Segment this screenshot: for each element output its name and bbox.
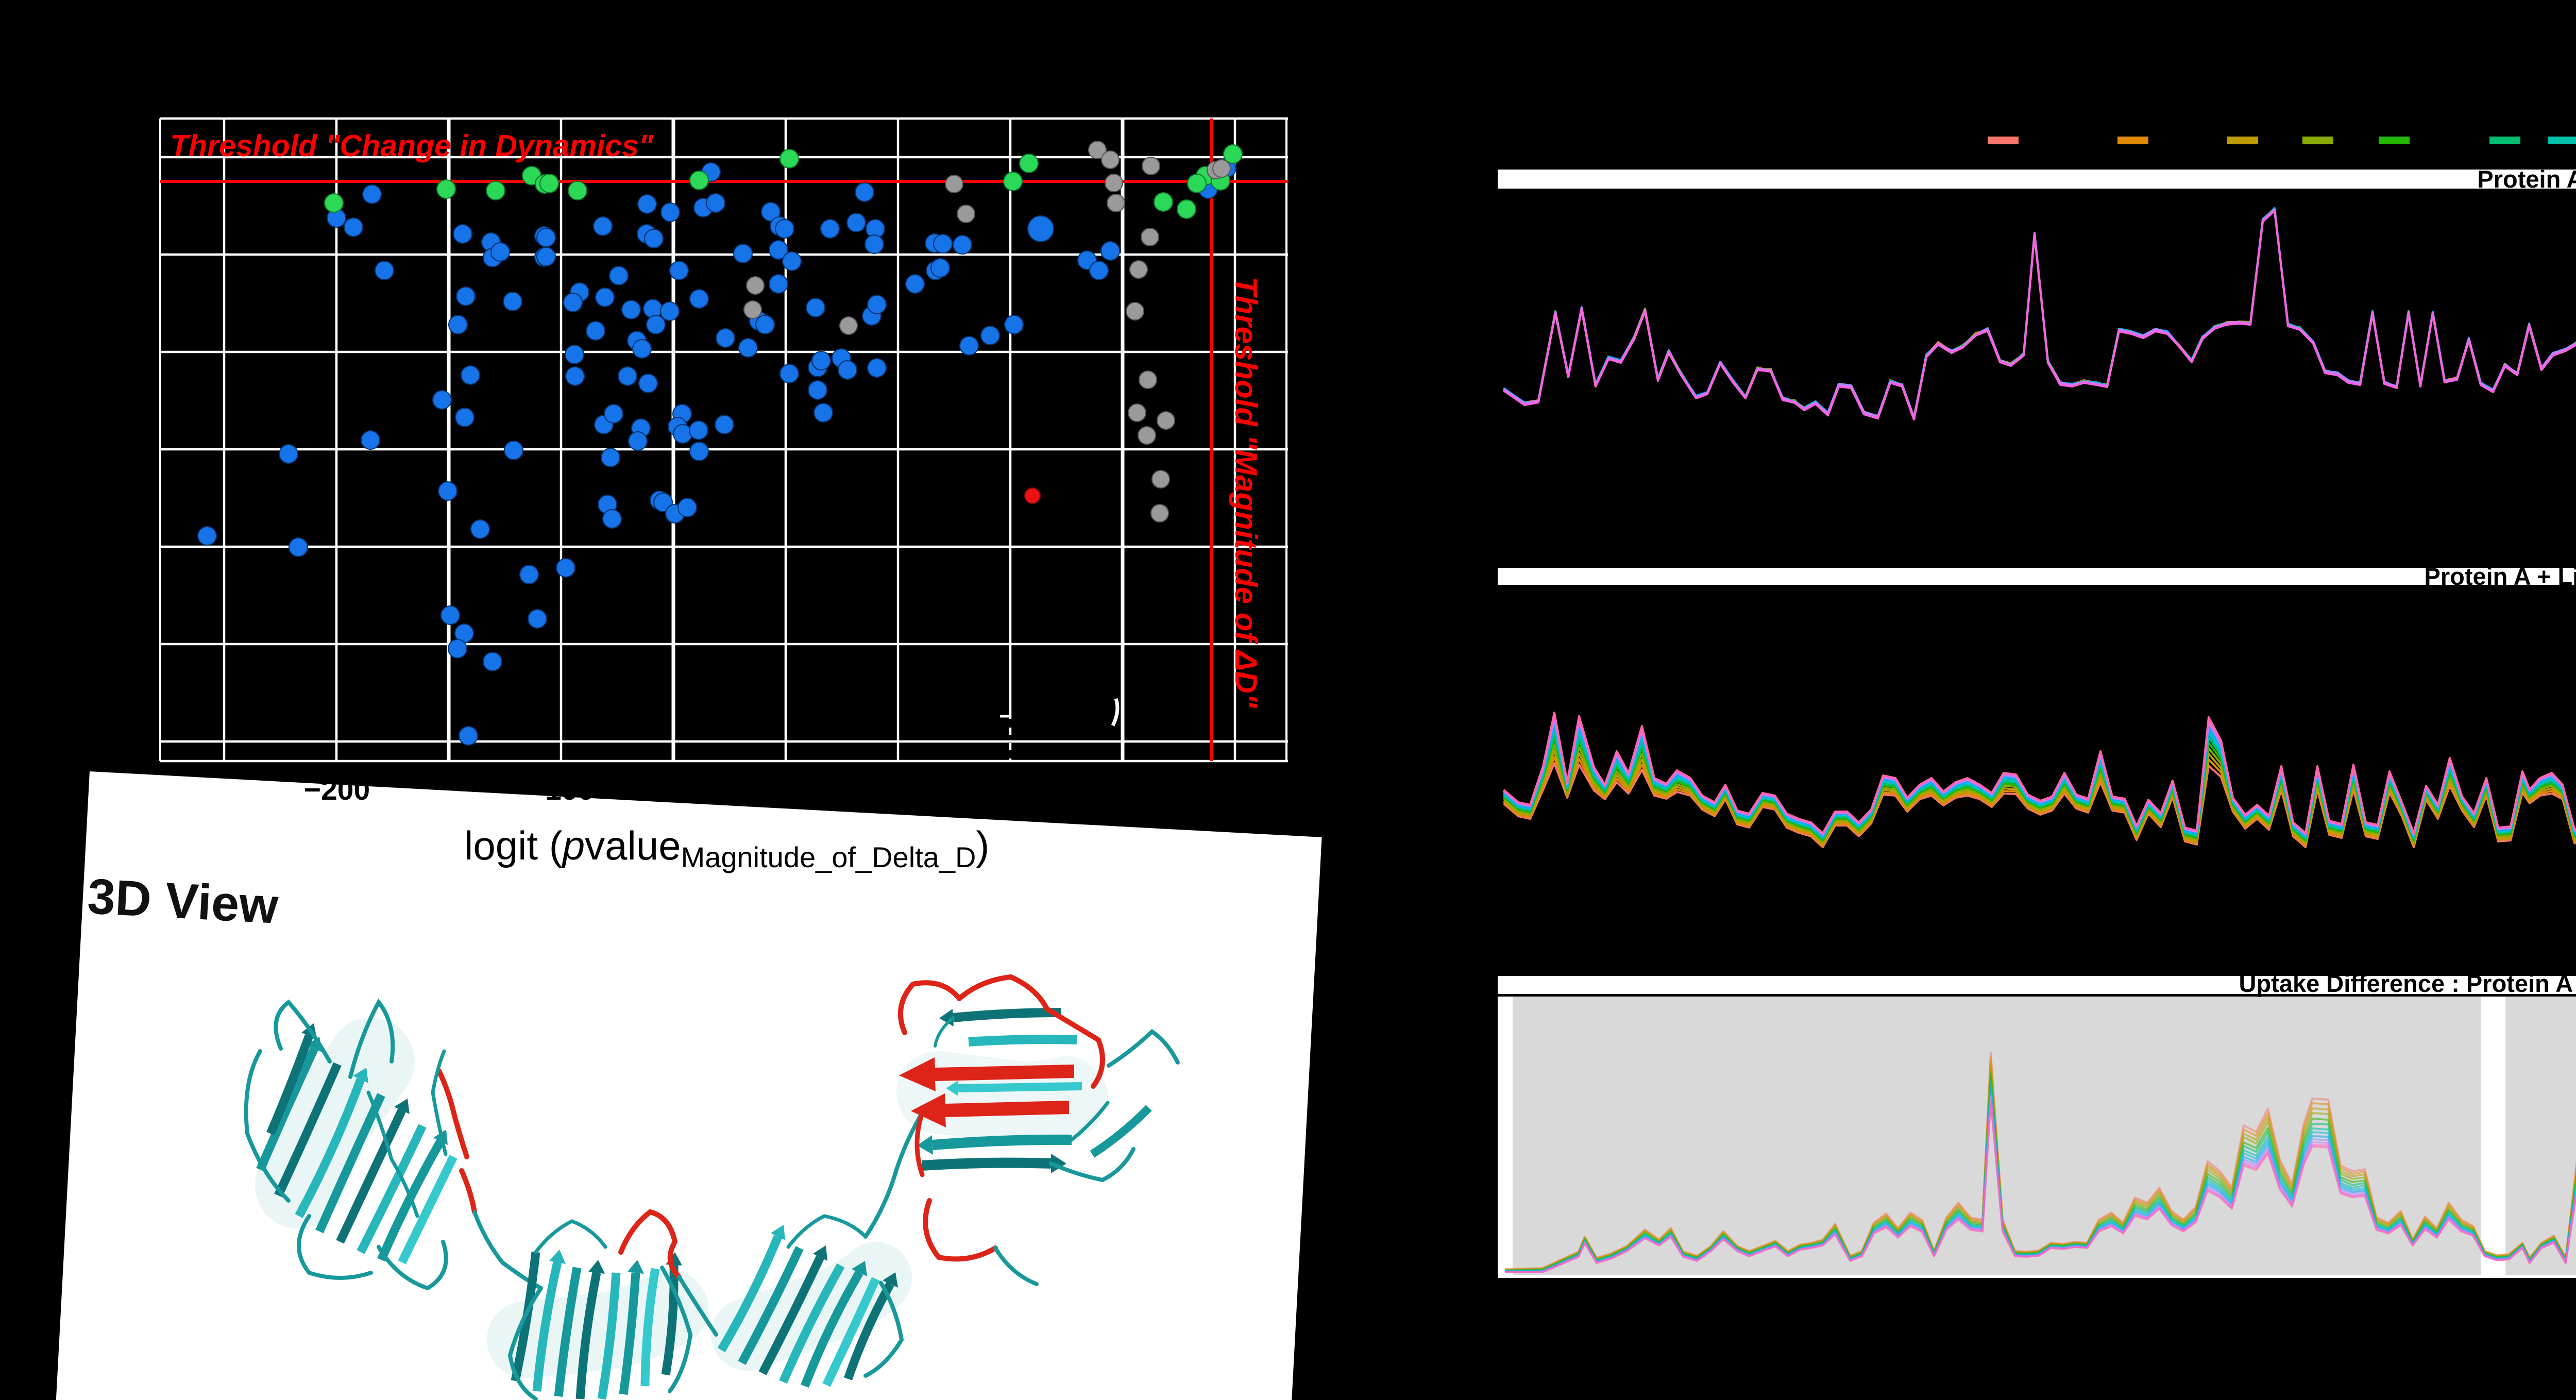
svg-text:Protein A: Protein A bbox=[2477, 165, 2576, 193]
svg-text:3D View: 3D View bbox=[86, 868, 280, 934]
svg-text:−100: −100 bbox=[528, 773, 594, 806]
svg-text:Threshold "Magnitude of ΔD": Threshold "Magnitude of ΔD" bbox=[1229, 277, 1263, 709]
svg-text:Protein A + Ligand: Protein A + Ligand bbox=[2424, 563, 2576, 590]
svg-text:Uptake Difference : Protein A: Uptake Difference : Protein A - (Protein… bbox=[2239, 970, 2576, 997]
svg-text:−200: −200 bbox=[304, 773, 370, 806]
svg-text:Threshold "Change in Dynamics": Threshold "Change in Dynamics" bbox=[170, 129, 654, 163]
